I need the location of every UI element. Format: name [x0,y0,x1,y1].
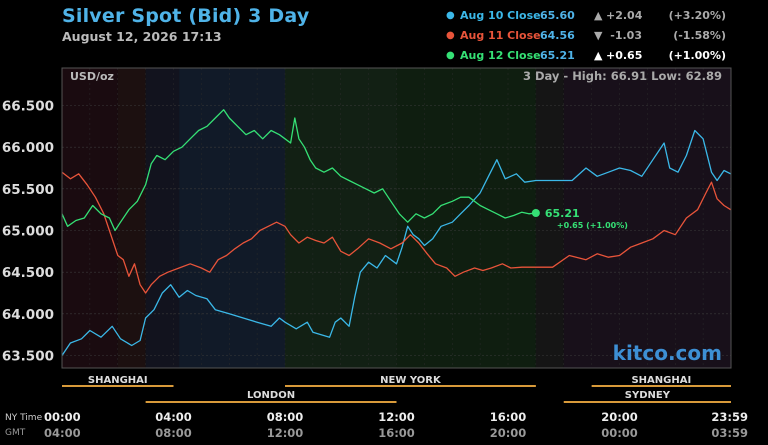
current-price-dot [531,209,540,217]
legend-dot-icon: ● [446,50,455,61]
legend-change: +0.65 [606,49,643,62]
x-tick-gmt: 16:00 [378,426,415,440]
y-tick-label: 66.500 [2,99,54,115]
chart-gridlines [62,68,731,368]
legend-percent: (+1.00%) [668,49,726,62]
legend-item: ● Aug 12 Close 65.21 ▲ +0.65 (+1.00%) [446,49,746,69]
session-shade [535,68,564,368]
session-label: SYDNEY [625,390,671,401]
y-tick-label: 63.500 [2,349,54,365]
legend-item: ● Aug 10 Close 65.60 ▲ +2.04 (+3.20%) [446,9,746,29]
session-shade [145,68,180,368]
series-line [61,171,732,294]
x-tick-ny: 04:00 [155,410,192,424]
session-label: NEW YORK [380,375,442,386]
legend-value: 64.56 [540,29,575,42]
y-tick-label: 65.500 [2,182,54,198]
legend-item: ● Aug 11 Close 64.56 ▼ -1.03 (-1.58%) [446,29,746,49]
unit-label: USD/oz [70,70,114,83]
session-shade [396,68,536,368]
x-tick-ny: 20:00 [601,410,638,424]
legend-percent: (-1.58%) [673,29,726,42]
kitco-watermark: kitco.com [613,341,722,365]
x-tick-gmt: 04:00 [44,426,81,440]
chart-title: Silver Spot (Bid) 3 Day [62,5,310,27]
series-line [61,129,731,356]
arrow-up-icon: ▲ [594,49,603,62]
x-tick-gmt: 00:00 [601,426,638,440]
tz-label-ny: NY Time [5,413,43,423]
x-tick-gmt: 03:59 [711,426,748,440]
x-tick-gmt: 08:00 [155,426,192,440]
market-sessions: SHANGHAI NEW YORK SHANGHAI LONDON SYDNEY [62,375,731,403]
x-tick-ny: 23:59 [711,410,748,424]
chart-datetime: August 12, 2026 17:13 [62,29,222,44]
series-line [61,109,536,232]
x-tick-gmt: 20:00 [490,426,527,440]
y-axis-ticks: 63.500 64.000 64.500 65.000 65.500 66.000 66.5… [2,99,54,365]
session-shade [179,68,285,368]
legend-change: -1.03 [610,29,642,42]
legend-value: 65.21 [540,49,575,62]
y-tick-label: 66.000 [2,140,54,156]
x-tick-ny: 16:00 [490,410,527,424]
arrow-down-icon: ▼ [594,29,603,42]
arrow-up-icon: ▲ [594,9,603,22]
legend-label: Aug 10 Close [460,9,541,22]
range-high-low-text: 3 Day - High: 66.91 Low: 62.89 [523,69,722,83]
legend-dot-icon: ● [446,10,455,21]
plot-border [61,67,732,369]
y-tick-label: 64.000 [2,307,54,323]
x-tick-gmt: 12:00 [267,426,304,440]
current-change-label: +0.65 (+1.00%) [557,221,628,230]
legend-change: +2.04 [606,9,643,22]
tz-label-gmt: GMT [5,428,26,438]
session-label: SHANGHAI [631,375,691,386]
legend-label: Aug 12 Close [460,49,541,62]
x-tick-ny: 00:00 [44,410,81,424]
x-axis: NY Time GMT 00:00 04:00 04:00 08:00 08:00 12:00… [5,410,748,440]
chart-legend: ● Aug 10 Close 65.60 ▲ +2.04 (+3.20%) ● Aug 11 … [446,9,746,69]
session-label: LONDON [247,390,295,401]
x-tick-ny: 12:00 [378,410,415,424]
legend-percent: (+3.20%) [668,9,726,22]
x-tick-ny: 08:00 [267,410,304,424]
y-tick-label: 65.000 [2,224,54,240]
legend-label: Aug 11 Close [460,29,541,42]
session-label: SHANGHAI [88,375,148,386]
series-lines [61,109,732,356]
current-price-marker: 65.21+0.65 (+1.00%) [531,207,628,230]
y-tick-label: 64.500 [2,265,54,281]
current-price-label: 65.21 [545,207,580,220]
session-shade [117,68,146,368]
legend-value: 65.60 [540,9,575,22]
legend-dot-icon: ● [446,30,455,41]
